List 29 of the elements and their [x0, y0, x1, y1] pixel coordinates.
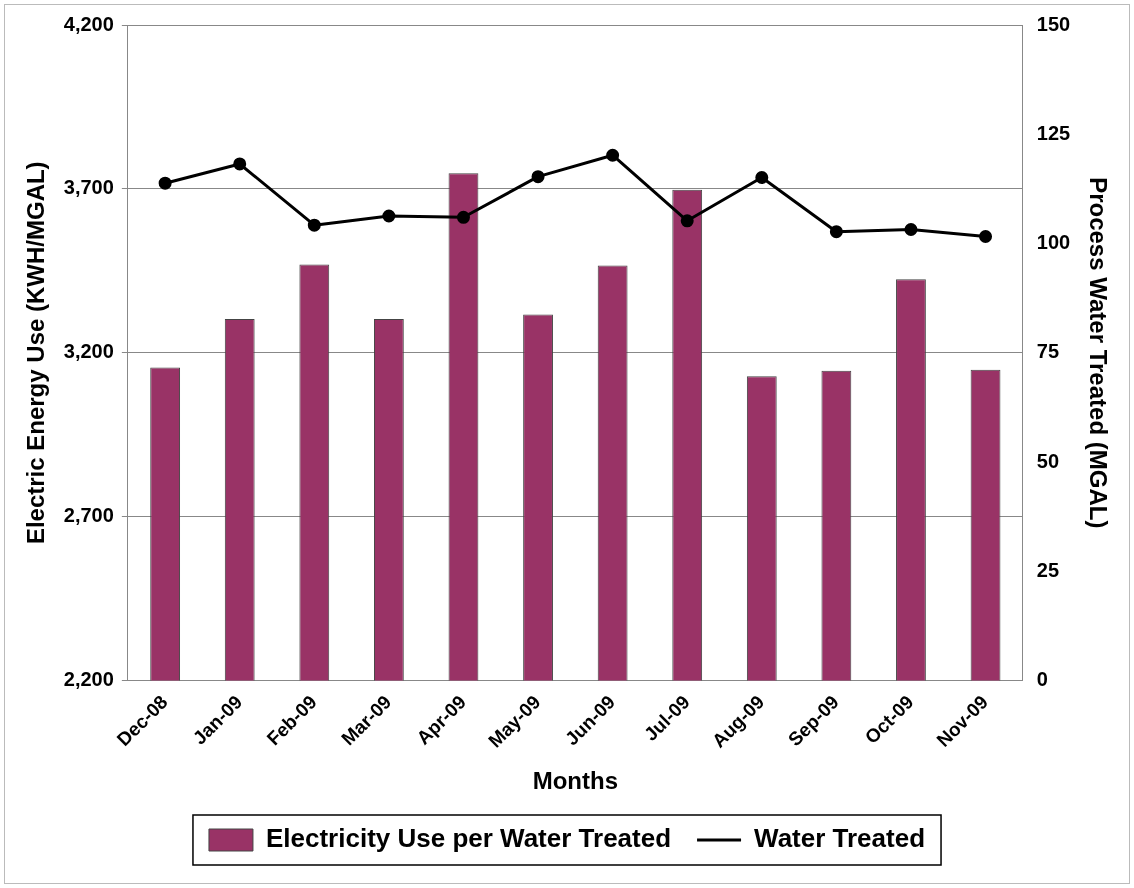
- point: [606, 148, 620, 162]
- point: [158, 176, 172, 190]
- point: [829, 225, 843, 239]
- point: [531, 170, 545, 184]
- y-tick-label: 2,200: [63, 668, 114, 691]
- y2-tick-label: 150: [1036, 12, 1071, 35]
- point: [904, 223, 918, 237]
- y2-tick-label: 125: [1036, 121, 1071, 144]
- y2-tick-label: 25: [1036, 558, 1060, 581]
- x-axis-title: Months: [532, 767, 618, 795]
- y2-tick-label: 75: [1036, 340, 1060, 363]
- y-tick-label: 4,200: [63, 12, 114, 35]
- y2-tick-label: 0: [1036, 668, 1048, 691]
- y2-axis-title: Process Water Treated (MGAL): [1084, 177, 1112, 529]
- y2-tick-label: 50: [1036, 449, 1060, 472]
- y2-tick-label: 100: [1036, 231, 1071, 254]
- point: [307, 218, 321, 232]
- y-tick-label: 2,700: [63, 504, 114, 527]
- point: [382, 209, 396, 223]
- y-tick-label: 3,700: [63, 176, 114, 199]
- legend-label: Water Treated: [754, 823, 926, 854]
- y-tick-label: 3,200: [63, 340, 114, 363]
- point: [755, 171, 769, 185]
- point: [979, 230, 993, 244]
- y-axis-title: Electric Energy Use (KWH/MGAL): [22, 161, 50, 545]
- point: [456, 210, 470, 224]
- point: [680, 214, 694, 228]
- legend-label: Electricity Use per Water Treated: [265, 823, 672, 854]
- point: [233, 157, 247, 171]
